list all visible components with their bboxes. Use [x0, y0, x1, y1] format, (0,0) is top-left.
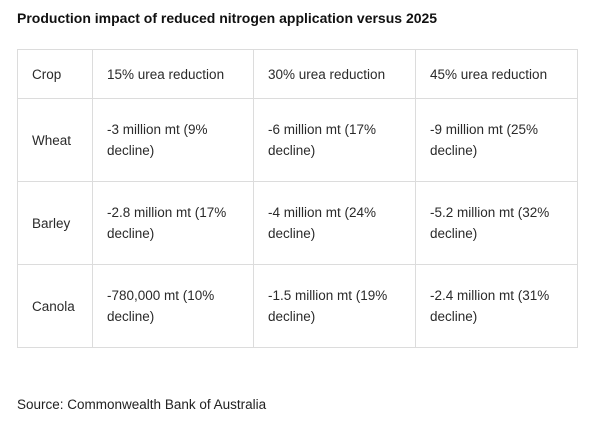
- table-cell: -6 million mt (17% decline): [253, 98, 416, 182]
- crop-name: Canola: [17, 264, 93, 348]
- table-cell: -4 million mt (24% decline): [253, 181, 416, 265]
- table-cell: -9 million mt (25% decline): [415, 98, 578, 182]
- table-cell: -2.8 million mt (17% decline): [92, 181, 254, 265]
- table-cell: -3 million mt (9% decline): [92, 98, 254, 182]
- crop-name: Wheat: [17, 98, 93, 182]
- crop-name: Barley: [17, 181, 93, 265]
- table-cell: -2.4 million mt (31% decline): [415, 264, 578, 348]
- production-impact-table: Crop 15% urea reduction 30% urea reducti…: [17, 49, 578, 348]
- table-cell: -780,000 mt (10% decline): [92, 264, 254, 348]
- table-cell: -5.2 million mt (32% decline): [415, 181, 578, 265]
- table-row-wheat: Wheat -3 million mt (9% decline) -6 mill…: [17, 98, 578, 182]
- header-45-reduction: 45% urea reduction: [415, 49, 578, 99]
- header-15-reduction: 15% urea reduction: [92, 49, 254, 99]
- table-header-row: Crop 15% urea reduction 30% urea reducti…: [17, 49, 578, 99]
- table-row-canola: Canola -780,000 mt (10% decline) -1.5 mi…: [17, 264, 578, 348]
- source-note: Source: Commonwealth Bank of Australia: [17, 397, 267, 412]
- header-crop: Crop: [17, 49, 93, 99]
- page-title: Production impact of reduced nitrogen ap…: [17, 10, 438, 26]
- header-30-reduction: 30% urea reduction: [253, 49, 416, 99]
- table-row-barley: Barley -2.8 million mt (17% decline) -4 …: [17, 181, 578, 265]
- table-cell: -1.5 million mt (19% decline): [253, 264, 416, 348]
